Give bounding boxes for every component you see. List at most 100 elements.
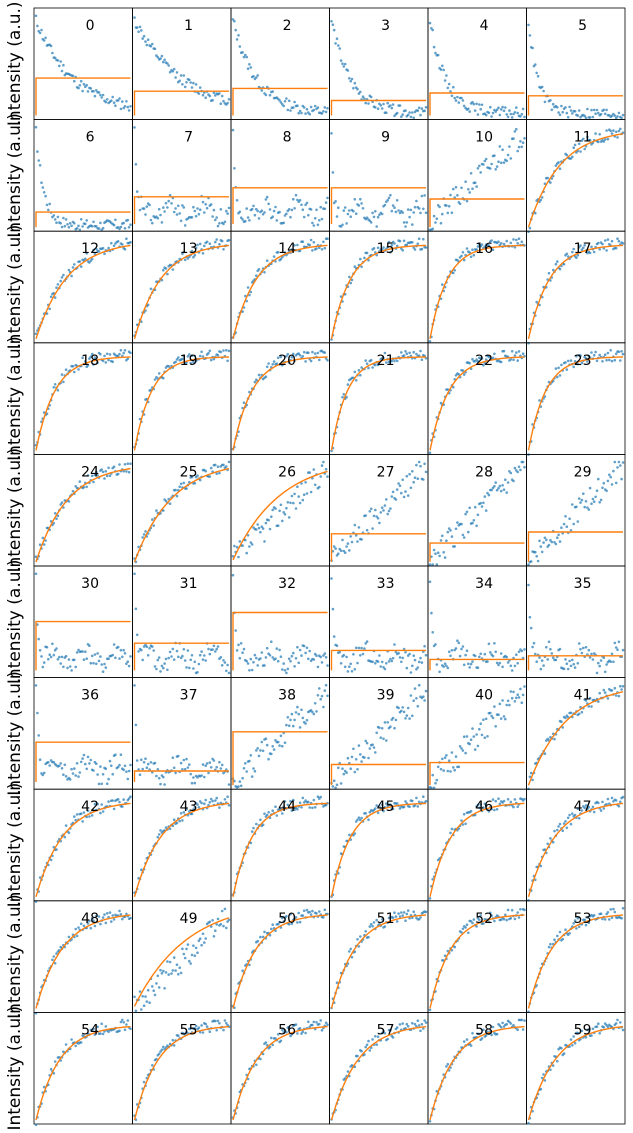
data-point [597, 661, 600, 665]
data-point [404, 919, 407, 922]
panel-label: 51 [377, 911, 395, 927]
data-point [352, 653, 355, 656]
data-point [281, 364, 284, 367]
data-point [456, 521, 459, 524]
data-point [549, 181, 552, 184]
data-point [311, 710, 314, 714]
data-point [238, 780, 242, 783]
data-point [460, 254, 463, 258]
fit-line [330, 914, 427, 1009]
fit-line [35, 802, 131, 897]
data-point [257, 217, 261, 220]
fit-line [133, 1025, 230, 1121]
data-point [606, 137, 610, 141]
data-point [601, 800, 604, 804]
data-point [162, 969, 165, 973]
data-point [141, 767, 144, 771]
data-point [479, 652, 483, 656]
data-point [498, 702, 502, 706]
data-point [108, 353, 112, 356]
data-point [279, 734, 283, 738]
data-point [111, 914, 114, 917]
panel-2: 2 [230, 7, 330, 120]
data-point [179, 74, 183, 77]
data-point [304, 112, 307, 115]
data-point [174, 969, 177, 972]
data-point [435, 563, 439, 566]
data-point [293, 100, 296, 104]
data-point [170, 655, 173, 658]
data-point [610, 114, 614, 118]
fit-line [527, 691, 624, 786]
data-point [149, 218, 153, 222]
data-point [480, 103, 484, 107]
data-point [472, 102, 476, 106]
data-point [294, 507, 298, 510]
data-point [445, 204, 448, 207]
data-point [385, 111, 388, 114]
data-point [249, 754, 253, 757]
data-point [602, 1026, 606, 1029]
data-point [260, 651, 264, 654]
data-point [609, 660, 612, 663]
data-point [142, 1004, 146, 1007]
data-point [471, 357, 474, 361]
data-point [296, 104, 299, 107]
data-point [293, 718, 296, 722]
panel-54: 54 [33, 1012, 133, 1127]
data-point [126, 660, 130, 663]
data-point [185, 666, 188, 669]
data-point [535, 984, 538, 987]
data-point [472, 735, 476, 738]
data-point [201, 93, 205, 97]
data-point [307, 1020, 310, 1024]
data-point [380, 506, 384, 510]
data-point [183, 224, 187, 227]
data-point [487, 111, 491, 115]
data-point [287, 1025, 291, 1029]
data-point [612, 129, 615, 132]
data-point [201, 658, 205, 661]
data-point [298, 109, 302, 113]
data-point [256, 209, 260, 213]
data-point [209, 766, 213, 769]
data-point [591, 497, 595, 501]
data-point [502, 109, 506, 113]
data-point [550, 108, 554, 112]
data-point [146, 988, 150, 992]
panel-label: 37 [180, 688, 198, 704]
data-point [146, 762, 150, 766]
data-point [279, 101, 283, 104]
data-points [428, 127, 526, 232]
data-point [609, 129, 612, 133]
data-point [576, 362, 580, 366]
data-point [318, 687, 321, 690]
data-point [411, 1021, 414, 1025]
data-point [539, 198, 543, 202]
data-point [305, 908, 309, 912]
data-point [603, 691, 607, 694]
panel-16: 16 [427, 230, 527, 344]
data-point [126, 1019, 130, 1022]
data-point [114, 104, 117, 107]
data-point [572, 365, 575, 369]
panel-label: 27 [377, 464, 395, 480]
data-point [164, 971, 168, 974]
data-point [227, 460, 231, 464]
data-point [53, 512, 57, 515]
data-point [609, 908, 612, 911]
data-point [505, 655, 509, 659]
data-point [92, 480, 95, 484]
data-point [151, 645, 154, 648]
data-point [177, 356, 180, 359]
data-point [290, 922, 294, 926]
data-point [332, 779, 336, 782]
data-point [313, 352, 317, 355]
data-point [614, 646, 618, 649]
data-point [318, 910, 321, 913]
data-point [166, 668, 169, 672]
data-point [126, 357, 130, 361]
data-point [339, 782, 343, 785]
data-point [155, 509, 158, 512]
data-point [458, 202, 462, 206]
